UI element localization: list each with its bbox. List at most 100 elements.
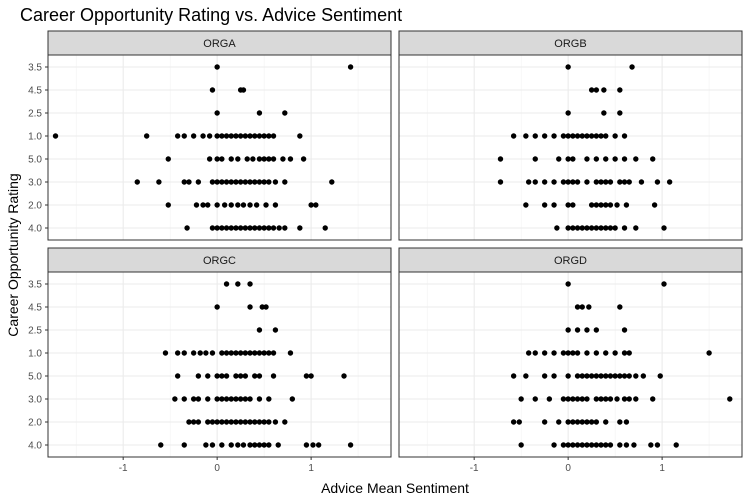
data-point (240, 202, 247, 208)
data-point (237, 373, 244, 379)
facet-strip-label: ORGC (203, 255, 236, 267)
data-point (214, 304, 220, 310)
data-point (282, 110, 288, 116)
facet-panel-orgc: ORGC 3.5 4.5 2.5 1.0 5.0 3.0 2.0 4.0 -1 0 1 (28, 247, 392, 474)
data-point (219, 442, 225, 448)
panel-background (399, 55, 742, 240)
data-point (347, 442, 354, 448)
data-point (612, 225, 618, 231)
data-point (579, 442, 585, 448)
data-point (603, 396, 609, 402)
data-point (640, 373, 647, 379)
data-point (551, 373, 557, 379)
data-point (516, 419, 522, 425)
data-point (134, 179, 140, 185)
data-point (621, 133, 628, 139)
data-point (546, 396, 553, 402)
data-point (209, 419, 216, 425)
data-point (214, 156, 220, 162)
facet-strip-label: ORGA (203, 38, 236, 50)
data-point (244, 156, 250, 162)
facet-strip (47, 30, 392, 56)
data-point (289, 396, 296, 402)
data-point (256, 419, 263, 425)
data-point (574, 442, 581, 448)
y-tick-label: 4.5 (28, 303, 42, 314)
data-point (598, 396, 604, 402)
data-point (614, 396, 620, 402)
data-point (584, 350, 590, 356)
data-point (209, 87, 216, 93)
data-point (574, 373, 581, 379)
data-point (223, 396, 230, 402)
data-point (261, 442, 267, 448)
data-point (565, 419, 571, 425)
data-point (275, 442, 281, 448)
data-point (233, 350, 239, 356)
x-tick-label: 0 (565, 463, 571, 474)
data-point (560, 396, 567, 402)
data-point (233, 225, 239, 231)
data-point (648, 442, 654, 448)
data-point (186, 179, 192, 185)
data-point (247, 350, 253, 356)
data-point (256, 156, 263, 162)
data-point (303, 442, 310, 448)
data-point (598, 179, 604, 185)
data-point (195, 419, 202, 425)
data-point (252, 350, 258, 356)
data-point (181, 133, 187, 139)
data-point (556, 419, 562, 425)
data-point (631, 442, 637, 448)
data-point (247, 133, 253, 139)
data-point (570, 350, 576, 356)
data-point (242, 396, 249, 402)
data-point (223, 350, 230, 356)
data-point (588, 133, 595, 139)
data-point (282, 225, 288, 231)
data-point (607, 225, 614, 231)
data-point (200, 133, 206, 139)
data-point (253, 202, 260, 208)
data-point (510, 133, 517, 139)
data-point (261, 225, 267, 231)
panel-border (47, 54, 392, 241)
data-point (242, 373, 249, 379)
data-point (565, 202, 571, 208)
data-point (280, 156, 286, 162)
data-point (261, 179, 267, 185)
data-point (560, 133, 567, 139)
data-point (593, 419, 600, 425)
data-point (673, 442, 679, 448)
data-point (252, 225, 258, 231)
data-point (228, 179, 234, 185)
data-point (633, 156, 639, 162)
data-point (621, 350, 628, 356)
data-point (52, 133, 59, 139)
data-point (633, 396, 639, 402)
data-point (233, 396, 239, 402)
data-point (263, 202, 269, 208)
data-point (551, 350, 557, 356)
data-point (570, 442, 576, 448)
data-point (570, 156, 576, 162)
data-point (205, 396, 211, 402)
data-point (315, 442, 322, 448)
data-point (203, 350, 209, 356)
data-point (228, 419, 234, 425)
data-point (272, 419, 279, 425)
data-point (565, 442, 571, 448)
y-tick-label: 1.0 (28, 132, 42, 143)
data-point (242, 419, 249, 425)
x-tick-label: 1 (659, 463, 665, 474)
data-point (256, 373, 263, 379)
data-point (584, 133, 590, 139)
data-point (565, 225, 571, 231)
data-point (256, 225, 263, 231)
data-point (584, 327, 590, 333)
data-point (228, 133, 234, 139)
data-point (240, 442, 247, 448)
data-point (633, 225, 639, 231)
data-point (237, 179, 244, 185)
data-point (228, 350, 234, 356)
